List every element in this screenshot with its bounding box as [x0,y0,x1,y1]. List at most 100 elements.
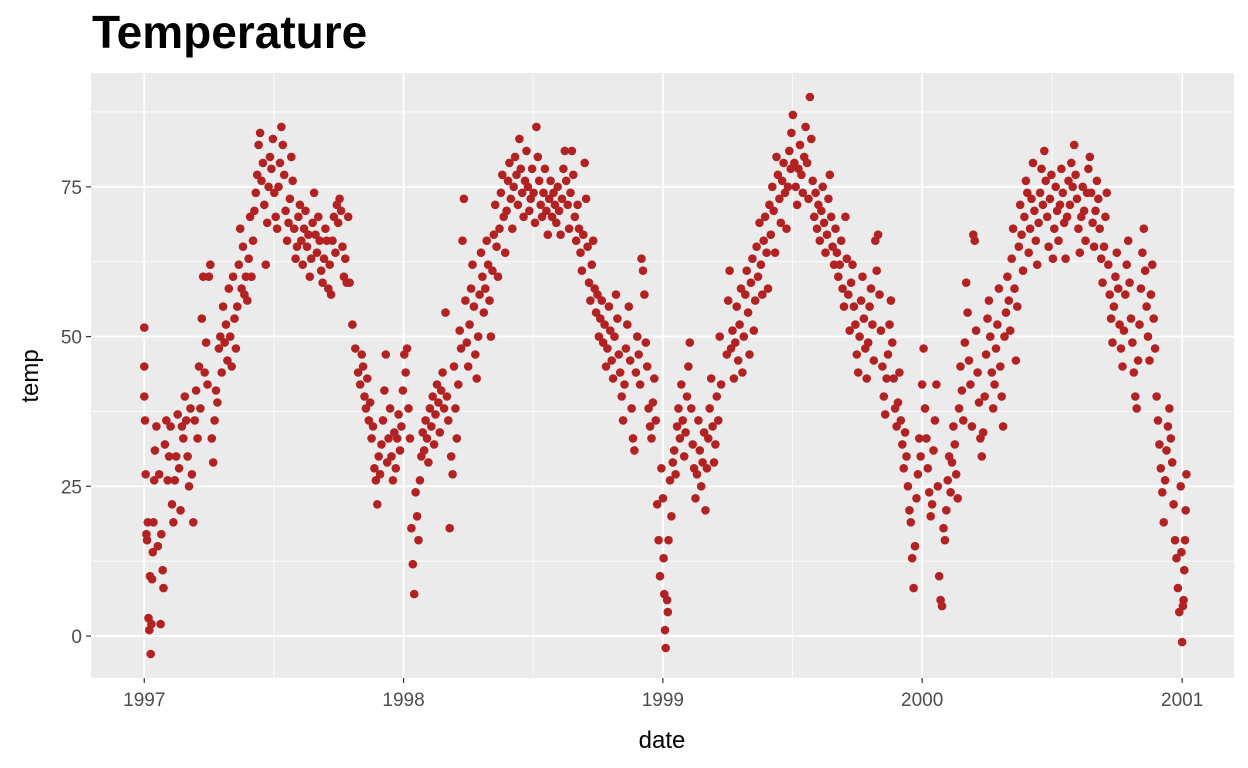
data-point [729,374,739,383]
data-point [452,434,462,443]
data-point [986,332,995,341]
data-point [251,188,261,198]
data-point [964,356,974,365]
data-point [836,236,846,245]
data-point [900,428,910,437]
data-point [625,356,635,365]
data-point [807,134,816,144]
data-point [859,314,869,323]
data-point [614,350,624,359]
data-point [615,368,625,377]
data-point [486,332,496,341]
data-point [331,248,340,257]
data-point [934,571,944,581]
data-point [146,649,155,659]
data-point [544,194,554,204]
data-point [776,218,786,228]
data-point [1165,404,1174,413]
data-point [1024,248,1033,257]
data-point [348,320,357,329]
data-point [429,440,439,449]
data-point [1122,260,1131,270]
data-point [1096,254,1106,263]
data-point [851,320,860,329]
data-point [1032,260,1042,270]
data-point [1128,338,1137,347]
data-point [797,170,806,180]
data-point [546,176,555,186]
data-point [801,122,810,132]
data-point [735,320,744,329]
data-point [414,535,423,545]
data-point [1145,356,1154,365]
data-point [621,344,631,353]
data-point [434,398,443,407]
data-point [378,416,388,425]
data-point [564,224,574,233]
data-point [809,212,819,222]
data-point [140,323,149,332]
data-point [140,416,150,425]
data-point [895,368,904,377]
data-point [611,290,621,299]
data-point [1167,458,1177,467]
data-point [560,146,570,156]
data-point [746,278,756,288]
data-point [382,458,392,467]
data-point [967,422,977,431]
data-point [509,182,518,192]
data-point [1105,290,1114,299]
data-point [818,182,827,192]
data-point [1169,500,1178,509]
data-point [821,248,830,257]
data-point [539,188,548,198]
data-points [140,92,1191,659]
data-point [750,296,760,305]
data-point [841,212,850,222]
data-point [1075,248,1085,257]
data-point [257,176,266,186]
data-point [1159,518,1168,527]
data-point [903,482,913,491]
data-point [319,254,329,263]
data-point [214,344,224,353]
data-point [791,182,800,192]
data-point [162,416,171,425]
data-point [510,152,520,162]
data-point [258,158,268,168]
data-point [553,182,562,192]
data-point [308,218,317,228]
data-point [1108,338,1117,347]
data-point [879,392,889,401]
data-point [177,422,187,431]
data-point [471,350,480,359]
data-point [1000,332,1009,341]
data-point [868,320,877,329]
data-point [672,422,682,431]
data-point [832,248,842,257]
data-point [1094,194,1103,204]
data-point [448,470,457,479]
data-point [306,254,316,263]
data-point [288,176,298,186]
data-point [1139,224,1149,233]
data-point [783,182,793,192]
data-point [828,242,837,251]
data-point [412,512,422,521]
data-point [865,302,874,311]
data-point [1071,170,1080,180]
data-point [1054,236,1063,245]
data-point [584,278,594,288]
data-point [395,446,405,455]
data-point [353,368,363,377]
data-point [1040,146,1049,156]
data-point [152,422,161,431]
data-point [523,182,533,192]
data-point [231,344,241,353]
data-point [341,254,350,263]
data-point [439,404,449,413]
data-point [459,194,469,204]
data-point [1017,230,1026,239]
data-point [706,374,716,383]
